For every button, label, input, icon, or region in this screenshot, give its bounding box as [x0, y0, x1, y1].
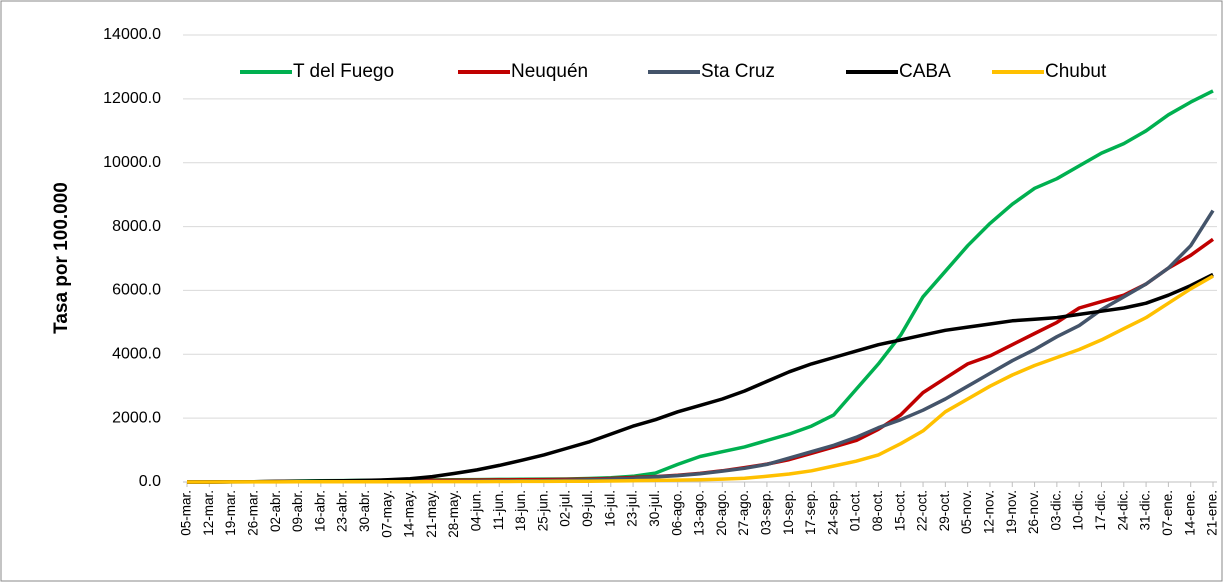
- y-tick-label: 0.0: [139, 473, 161, 490]
- x-tick-label: 24-dic.: [1115, 490, 1130, 531]
- x-tick-label: 17-dic.: [1093, 490, 1108, 531]
- y-tick-label: 2000.0: [112, 409, 161, 426]
- x-tick-label: 09-abr.: [290, 490, 305, 532]
- x-tick-label: 20-ago.: [714, 490, 729, 536]
- x-tick-label: 21-ene.: [1205, 490, 1220, 536]
- x-tick-label: 03-sep.: [758, 490, 773, 535]
- x-tick-label: 03-dic.: [1048, 490, 1063, 531]
- x-tick-label: 02-jul.: [558, 490, 573, 527]
- x-tick-label: 06-ago.: [669, 490, 684, 536]
- y-tick-label: 4000.0: [112, 346, 161, 363]
- x-tick-label: 07-may.: [379, 490, 394, 538]
- x-tick-label: 31-dic.: [1138, 490, 1153, 531]
- x-tick-label: 29-oct.: [937, 490, 952, 531]
- x-tick-label: 26-mar.: [245, 490, 260, 536]
- legend-label: T del Fuego: [293, 61, 394, 82]
- legend-label: Neuquén: [511, 61, 588, 82]
- x-tick-label: 05-mar.: [179, 490, 194, 536]
- x-tick-label: 13-ago.: [692, 490, 707, 536]
- line-series: [187, 274, 1214, 484]
- x-tick-label: 04-jun.: [469, 490, 484, 531]
- x-tick-label: 15-oct.: [892, 490, 907, 531]
- x-tick-label: 30-abr.: [357, 490, 372, 532]
- x-tick-label: 10-sep.: [781, 490, 796, 535]
- y-tick-label: 6000.0: [112, 282, 161, 299]
- x-tick-label: 16-abr.: [312, 490, 327, 532]
- x-tick-label: 28-may.: [446, 490, 461, 538]
- x-tick-label: 08-oct.: [870, 490, 885, 531]
- y-tick-label: 8000.0: [112, 218, 161, 235]
- x-tick-label: 30-jul.: [647, 490, 662, 527]
- x-tick-label: 24-sep.: [825, 490, 840, 535]
- legend-label: Chubut: [1045, 61, 1107, 82]
- x-tick-label: 17-sep.: [803, 490, 818, 535]
- x-tick-label: 26-nov.: [1026, 490, 1041, 534]
- x-tick-label: 12-nov.: [982, 490, 997, 534]
- y-tick-label: 12000.0: [103, 90, 161, 107]
- legend-label: Sta Cruz: [701, 61, 775, 82]
- x-tick-label: 27-ago.: [736, 490, 751, 536]
- legend-label: CABA: [899, 61, 951, 82]
- y-tick-label: 14000.0: [103, 26, 161, 43]
- x-tick-label: 11-jun.: [491, 490, 506, 530]
- x-tick-label: 14-may.: [402, 490, 417, 538]
- x-tick-label: 12-mar.: [201, 490, 216, 536]
- x-tick-label: 19-mar.: [223, 490, 238, 536]
- x-tick-label: 02-abr.: [268, 490, 283, 532]
- y-axis-label: Tasa por 100.000: [51, 182, 72, 334]
- x-tick-label: 23-abr.: [335, 490, 350, 532]
- x-tick-label: 23-jul.: [625, 490, 640, 527]
- x-tick-label: 09-jul.: [580, 490, 595, 527]
- x-tick-label: 25-jun.: [535, 490, 550, 531]
- x-tick-label: 14-ene.: [1182, 490, 1197, 536]
- x-tick-label: 18-jun.: [513, 490, 528, 531]
- x-tick-label: 22-oct.: [915, 490, 930, 531]
- x-tick-label: 21-may.: [424, 490, 439, 538]
- y-tick-label: 10000.0: [103, 154, 161, 171]
- x-tick-label: 05-nov.: [959, 490, 974, 534]
- x-tick-label: 10-dic.: [1071, 490, 1086, 531]
- x-tick-label: 01-oct.: [848, 490, 863, 531]
- x-tick-label: 16-jul.: [602, 490, 617, 527]
- x-tick-label: 19-nov.: [1004, 490, 1019, 534]
- x-tick-label: 07-ene.: [1160, 490, 1175, 536]
